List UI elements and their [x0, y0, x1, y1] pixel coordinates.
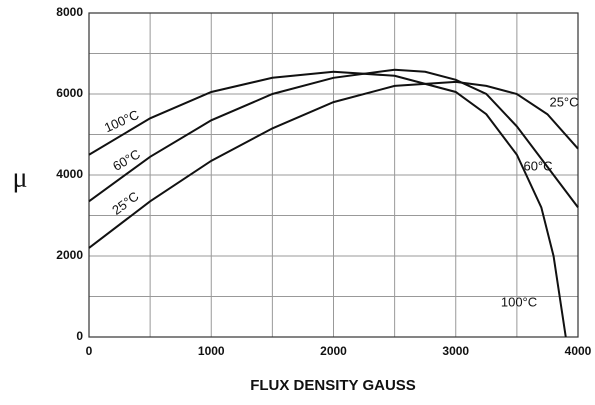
- y-axis-label: μ: [12, 162, 27, 193]
- x-tick-label: 4000: [565, 344, 592, 358]
- series-line: [88, 68, 579, 209]
- series-label: 60°C: [523, 158, 552, 173]
- x-tick-label: 1000: [198, 344, 225, 358]
- series-label: 25°C: [109, 189, 141, 218]
- y-tick-label: 6000: [56, 86, 83, 100]
- series-label: 100°C: [102, 107, 141, 135]
- y-tick-label: 0: [76, 329, 83, 343]
- x-tick-label: 2000: [320, 344, 347, 358]
- series-label: 25°C: [549, 94, 578, 109]
- x-axis-label: FLUX DENSITY GAUSS: [250, 377, 416, 394]
- x-tick-label: 3000: [442, 344, 469, 358]
- plot-frame: [88, 12, 579, 338]
- series-label: 60°C: [110, 146, 143, 174]
- y-tick-label: 2000: [56, 248, 83, 262]
- x-tick-label: 0: [86, 344, 93, 358]
- series-line: [88, 70, 567, 338]
- series-label: 100°C: [501, 294, 537, 309]
- series-line: [88, 80, 579, 249]
- y-tick-label: 4000: [56, 167, 83, 181]
- y-tick-label: 8000: [56, 5, 83, 19]
